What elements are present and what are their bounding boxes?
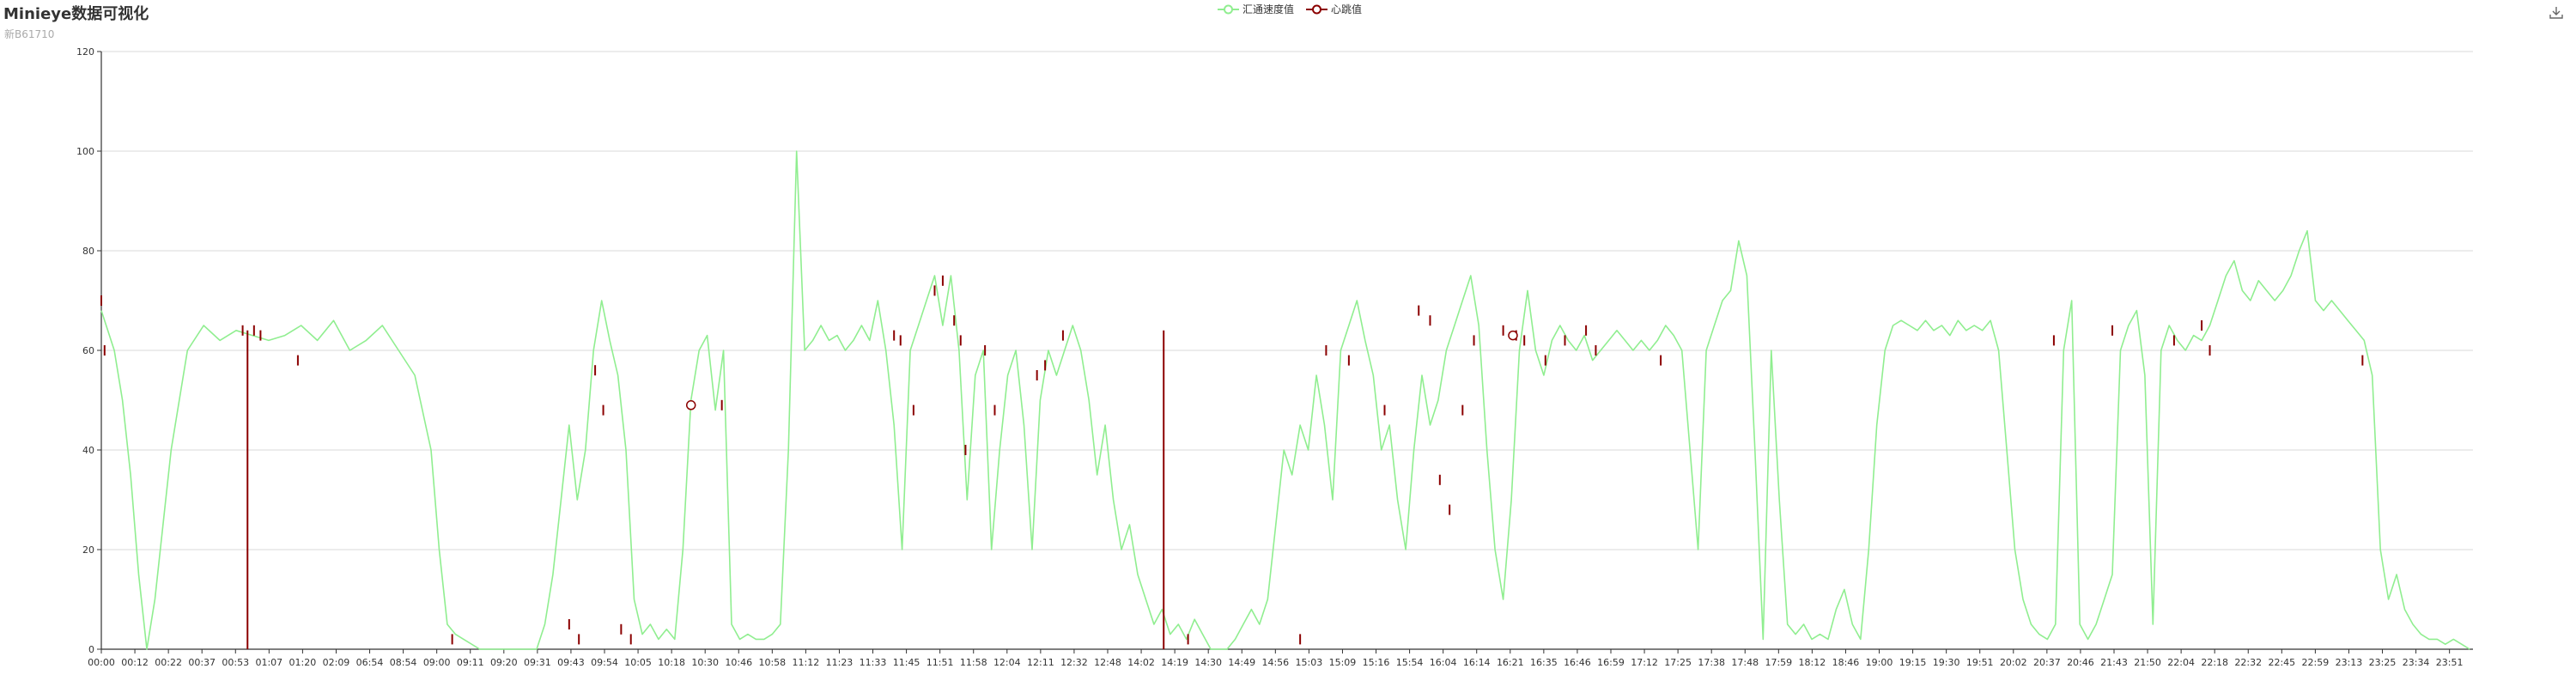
- legend-label-speed: 汇通速度值: [1242, 3, 1295, 15]
- x-tick-label: 10:58: [758, 657, 786, 668]
- x-tick-label: 19:30: [1933, 657, 1960, 668]
- x-tick-label: 06:54: [356, 657, 384, 668]
- x-tick-label: 16:21: [1497, 657, 1524, 668]
- legend-item-heartbeat[interactable]: 心跳值: [1306, 2, 1362, 16]
- x-tick-label: 10:30: [691, 657, 719, 668]
- x-tick-label: 17:48: [1731, 657, 1759, 668]
- x-tick-label: 22:59: [2302, 657, 2330, 668]
- y-tick-label: 120: [76, 46, 94, 58]
- x-tick-label: 17:38: [1698, 657, 1725, 668]
- x-tick-label: 21:50: [2134, 657, 2161, 668]
- x-tick-label: 00:22: [155, 657, 182, 668]
- x-tick-label: 17:25: [1664, 657, 1692, 668]
- x-tick-label: 01:20: [289, 657, 317, 668]
- x-tick-label: 00:53: [222, 657, 249, 668]
- x-tick-label: 22:32: [2234, 657, 2262, 668]
- x-tick-label: 16:59: [1597, 657, 1625, 668]
- x-tick-label: 00:37: [188, 657, 216, 668]
- x-tick-label: 19:00: [1866, 657, 1893, 668]
- x-tick-label: 12:32: [1060, 657, 1088, 668]
- legend-item-speed[interactable]: 汇通速度值: [1218, 2, 1294, 16]
- x-tick-label: 16:35: [1530, 657, 1558, 668]
- x-tick-label: 22:45: [2268, 657, 2295, 668]
- x-tick-label: 14:49: [1228, 657, 1255, 668]
- hover-point-heartbeat: [685, 400, 696, 410]
- x-tick-label: 23:13: [2336, 657, 2363, 668]
- legend-line-circle-icon: [1218, 4, 1239, 14]
- x-tick-label: 12:48: [1094, 657, 1121, 668]
- x-tick-label: 15:03: [1296, 657, 1323, 668]
- page-subtitle: 新B61710: [4, 28, 55, 40]
- chart-legend: 汇通速度值 心跳值: [1218, 2, 1362, 16]
- x-tick-label: 11:58: [960, 657, 987, 668]
- x-tick-label: 09:54: [591, 657, 618, 668]
- x-tick-label: 15:54: [1396, 657, 1424, 668]
- y-tick-label: 0: [88, 644, 94, 655]
- x-tick-label: 19:15: [1899, 657, 1927, 668]
- x-tick-label: 22:04: [2167, 657, 2195, 668]
- x-tick-label: 08:54: [390, 657, 417, 668]
- x-tick-label: 12:11: [1027, 657, 1054, 668]
- x-tick-label: 15:09: [1329, 657, 1357, 668]
- x-tick-label: 18:46: [1832, 657, 1860, 668]
- y-tick-label: 20: [82, 544, 94, 556]
- legend-line-circle-icon: [1306, 4, 1328, 14]
- x-tick-label: 09:31: [524, 657, 551, 668]
- page-title: Minieye数据可视化: [3, 5, 149, 23]
- x-tick-label: 15:16: [1363, 657, 1390, 668]
- x-tick-label: 20:37: [2033, 657, 2061, 668]
- x-tick-label: 10:18: [658, 657, 685, 668]
- x-tick-label: 14:56: [1261, 657, 1289, 668]
- x-tick-label: 23:34: [2403, 657, 2430, 668]
- x-tick-label: 11:33: [860, 657, 887, 668]
- legend-label-heartbeat: 心跳值: [1331, 3, 1363, 15]
- x-tick-label: 16:14: [1463, 657, 1491, 668]
- hover-point-heartbeat: [1508, 330, 1518, 341]
- x-tick-label: 17:12: [1631, 657, 1658, 668]
- x-tick-label: 09:00: [423, 657, 451, 668]
- x-tick-label: 19:51: [1966, 657, 1994, 668]
- x-tick-label: 22:18: [2201, 657, 2228, 668]
- y-tick-label: 60: [82, 345, 94, 356]
- x-tick-label: 14:30: [1194, 657, 1222, 668]
- x-tick-label: 14:02: [1127, 657, 1155, 668]
- x-tick-label: 10:46: [725, 657, 752, 668]
- x-tick-label: 01:07: [255, 657, 283, 668]
- x-tick-label: 20:02: [2000, 657, 2027, 668]
- x-tick-label: 12:04: [993, 657, 1021, 668]
- x-tick-label: 10:05: [624, 657, 652, 668]
- x-tick-label: 00:12: [121, 657, 149, 668]
- x-tick-label: 23:25: [2369, 657, 2397, 668]
- download-icon[interactable]: [2549, 5, 2564, 21]
- y-tick-label: 40: [82, 445, 94, 456]
- y-tick-label: 80: [82, 246, 94, 257]
- series-line-speed: [100, 150, 2470, 650]
- x-tick-label: 16:04: [1430, 657, 1457, 668]
- x-tick-label: 16:46: [1564, 657, 1591, 668]
- x-tick-label: 11:51: [927, 657, 954, 668]
- x-tick-label: 14:19: [1161, 657, 1188, 668]
- x-tick-label: 09:43: [557, 657, 585, 668]
- x-tick-label: 20:46: [2067, 657, 2094, 668]
- x-tick-label: 09:11: [457, 657, 484, 668]
- x-tick-label: 11:23: [826, 657, 854, 668]
- x-tick-label: 18:12: [1799, 657, 1826, 668]
- x-tick-label: 02:09: [323, 657, 350, 668]
- x-tick-label: 21:43: [2100, 657, 2128, 668]
- x-tick-label: 00:00: [88, 657, 115, 668]
- x-tick-label: 23:51: [2436, 657, 2464, 668]
- x-tick-label: 17:59: [1765, 657, 1792, 668]
- y-tick-label: 100: [76, 146, 94, 157]
- x-tick-label: 11:45: [893, 657, 920, 668]
- x-tick-label: 09:20: [490, 657, 518, 668]
- x-tick-label: 11:12: [793, 657, 820, 668]
